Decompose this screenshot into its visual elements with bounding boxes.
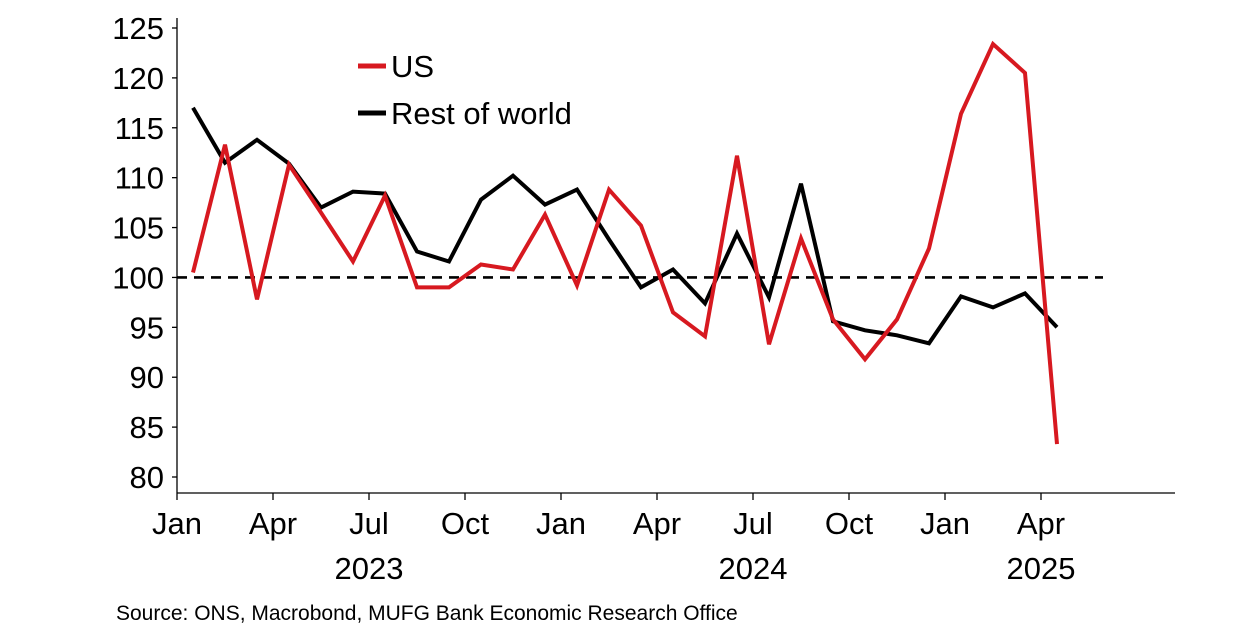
y-tick-label: 120 [112,61,164,96]
y-tick-label: 80 [130,460,164,495]
y-tick-label: 90 [130,360,164,395]
x-tick-label: Jan [152,506,202,541]
x-tick-label: Jan [536,506,586,541]
x-tick-label: Apr [1017,506,1065,541]
series-line-us [191,40,1059,445]
series-line-rest-of-world [191,106,1059,346]
legend-label-rest-of-world: Rest of world [391,96,572,131]
y-tick-label: 115 [115,111,164,146]
x-tick-label: Oct [825,506,874,541]
y-tick-label: 100 [112,260,164,295]
y-tick-label: 110 [115,161,164,196]
y-tick-label: 125 [112,11,164,46]
x-year-label: 2025 [1007,551,1076,586]
y-tick-label: 105 [112,211,164,246]
legend: US Rest of world [358,49,572,131]
x-tick-label: Apr [249,506,297,541]
source-note: Source: ONS, Macrobond, MUFG Bank Econom… [116,602,738,625]
x-tick-label: Jul [349,506,389,541]
y-tick-label: 85 [130,410,164,445]
legend-label-us: US [391,49,434,84]
x-tick-label: Oct [441,506,490,541]
x-tick-label: Apr [633,506,681,541]
x-tick-label: Jul [733,506,773,541]
x-year-label: 2024 [719,551,788,586]
y-tick-label: 95 [130,310,164,345]
chart-axes: 80 85 90 95 100 105 110 115 120 125 Jan Apr Jul Oct Ja… [112,11,1175,586]
x-year-label: 2023 [335,551,404,586]
series-group [191,40,1059,445]
x-tick-label: Jan [920,506,970,541]
